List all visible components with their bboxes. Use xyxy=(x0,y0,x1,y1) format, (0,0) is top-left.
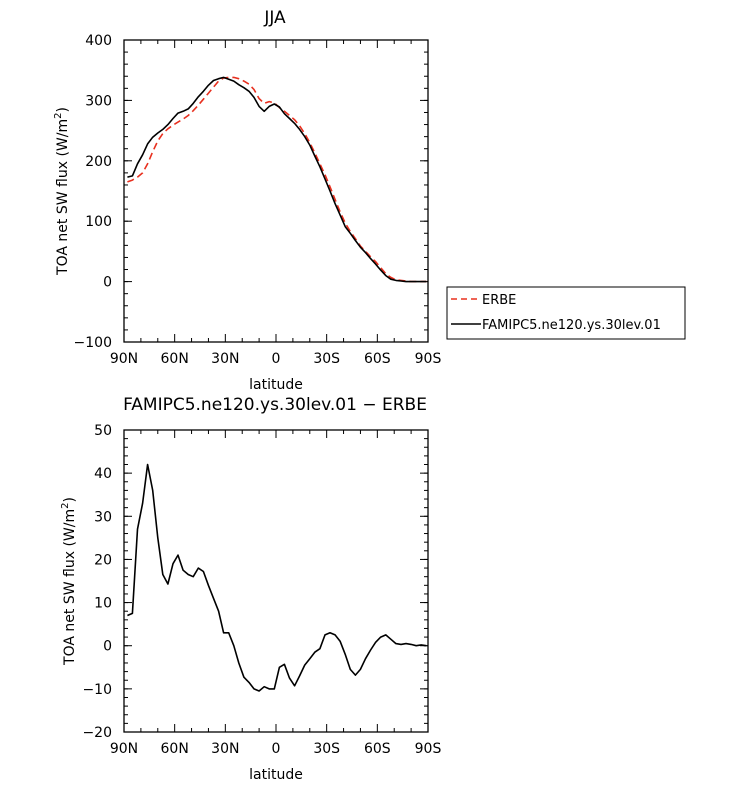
top-y-axis-label-text: TOA net SW flux (W/m xyxy=(55,119,71,276)
bottom-xtick-label: 90N xyxy=(110,741,138,757)
bottom-xtick-label: 0 xyxy=(272,741,281,757)
bottom-ytick-label: −20 xyxy=(82,725,112,741)
top-ytick-label: −100 xyxy=(74,335,112,351)
bottom-x-axis-label: latitude xyxy=(249,767,303,783)
bottom-y-axis-label-close: ) xyxy=(62,497,78,502)
bottom-y-axis-label-text: TOA net SW flux (W/m xyxy=(62,509,78,666)
top-plot-frame xyxy=(123,39,429,343)
top-xtick-label: 60S xyxy=(364,351,391,367)
bottom-ytick-label: 30 xyxy=(94,509,112,525)
bottom-chart-title: FAMIPC5.ne120.ys.30lev.01 − ERBE xyxy=(123,395,427,415)
bottom-xtick-label: 30S xyxy=(313,741,340,757)
legend: ERBE FAMIPC5.ne120.ys.30lev.01 xyxy=(446,286,686,340)
top-series-line-0 xyxy=(127,76,427,283)
bottom-ytick-label: 10 xyxy=(94,596,112,612)
top-xtick-label: 90S xyxy=(415,351,442,367)
top-ticks xyxy=(123,39,429,343)
bottom-x-tick-labels: 90N 60N 30N 0 30S 60S 90S xyxy=(110,741,442,757)
top-ytick-label: 0 xyxy=(103,275,112,291)
bottom-y-axis-label-sup: 2 xyxy=(60,503,71,509)
top-xtick-label: 0 xyxy=(272,351,281,367)
bottom-ytick-label: −10 xyxy=(82,682,112,698)
legend-erbe-label: ERBE xyxy=(482,293,516,308)
legend-box xyxy=(446,286,686,340)
top-x-tick-labels: 90N 60N 30N 0 30S 60S 90S xyxy=(110,351,442,367)
top-xtick-label: 90N xyxy=(110,351,138,367)
bottom-ytick-label: 20 xyxy=(94,552,112,568)
bottom-ytick-label: 40 xyxy=(94,466,112,482)
top-series-line-1 xyxy=(127,76,427,283)
top-panel: JJA 90N 60N 30N 0 30S 60S 90S −100 0 100 200 300 40… xyxy=(53,8,441,393)
bottom-xtick-label: 90S xyxy=(415,741,442,757)
top-y-axis-label-close: ) xyxy=(55,107,71,112)
top-y-axis-label-sup: 2 xyxy=(53,113,64,119)
bottom-xtick-label: 30N xyxy=(211,741,239,757)
legend-model-label: FAMIPC5.ne120.ys.30lev.01 xyxy=(482,318,661,333)
top-xtick-label: 30N xyxy=(211,351,239,367)
bottom-panel: FAMIPC5.ne120.ys.30lev.01 − ERBE 90N 60N 3… xyxy=(60,395,441,783)
bottom-ytick-label: 50 xyxy=(94,423,112,439)
top-ytick-label: 200 xyxy=(85,154,112,170)
bottom-y-tick-labels: −20 −10 0 10 20 30 40 50 xyxy=(82,423,112,741)
bottom-ticks xyxy=(123,429,429,733)
top-ytick-label: 300 xyxy=(85,93,112,109)
bottom-plot-frame xyxy=(123,429,429,733)
top-xtick-label: 60N xyxy=(161,351,189,367)
top-ytick-label: 100 xyxy=(85,214,112,230)
bottom-series-line-0 xyxy=(127,463,427,692)
bottom-ytick-label: 0 xyxy=(103,639,112,655)
top-chart-title: JJA xyxy=(263,8,286,28)
top-series xyxy=(127,76,427,283)
bottom-xtick-label: 60N xyxy=(161,741,189,757)
bottom-y-axis-label: TOA net SW flux (W/m2) xyxy=(60,497,78,666)
bottom-xtick-label: 60S xyxy=(364,741,391,757)
top-ytick-label: 400 xyxy=(85,33,112,49)
top-y-tick-labels: −100 0 100 200 300 400 xyxy=(74,33,112,351)
top-x-axis-label: latitude xyxy=(249,377,303,393)
top-y-axis-label: TOA net SW flux (W/m2) xyxy=(53,107,71,276)
bottom-series xyxy=(127,463,427,692)
top-xtick-label: 30S xyxy=(313,351,340,367)
